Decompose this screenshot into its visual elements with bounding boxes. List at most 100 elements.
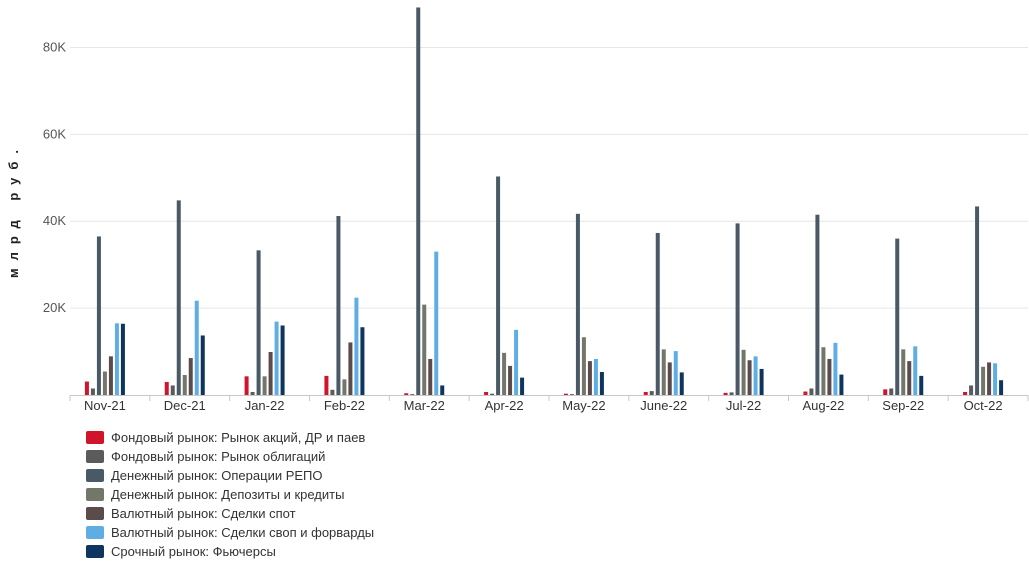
bar bbox=[889, 388, 894, 395]
legend-label: Денежный рынок: Операции РЕПО bbox=[111, 468, 323, 483]
legend-swatch bbox=[86, 469, 104, 482]
legend: Фондовый рынок: Рынок акций, ДР и паев Фо… bbox=[86, 428, 374, 561]
bar bbox=[999, 380, 1004, 395]
bar bbox=[821, 347, 826, 395]
legend-item[interactable]: Денежный рынок: Операции РЕПО bbox=[86, 466, 374, 485]
bar bbox=[108, 356, 113, 395]
legend-label: Фондовый рынок: Рынок акций, ДР и паев bbox=[111, 430, 366, 445]
bar bbox=[815, 214, 820, 395]
bar bbox=[599, 371, 604, 395]
legend-label: Денежный рынок: Депозиты и кредиты bbox=[111, 487, 345, 502]
y-axis-label: млрд руб. bbox=[6, 142, 21, 278]
x-tick-label: Jan-22 bbox=[245, 398, 285, 413]
bar bbox=[661, 349, 666, 395]
bar bbox=[280, 325, 285, 395]
bar bbox=[428, 358, 433, 395]
bar bbox=[200, 335, 205, 395]
y-tick-label: 20K bbox=[43, 300, 66, 315]
bar bbox=[102, 371, 107, 395]
bar bbox=[244, 376, 249, 395]
bar bbox=[330, 389, 335, 395]
bar bbox=[274, 321, 279, 395]
x-tick-label: Sep-22 bbox=[882, 398, 924, 413]
legend-item[interactable]: Фондовый рынок: Рынок облигаций bbox=[86, 447, 374, 466]
legend-item[interactable]: Валютный рынок: Сделки своп и форварды bbox=[86, 523, 374, 542]
legend-label: Срочный рынок: Фьючерсы bbox=[111, 544, 276, 559]
legend-label: Фондовый рынок: Рынок облигаций bbox=[111, 449, 326, 464]
bar bbox=[250, 391, 255, 395]
bar bbox=[895, 238, 900, 395]
y-tick-label: 80K bbox=[43, 39, 66, 54]
bar bbox=[655, 232, 660, 395]
bar bbox=[256, 250, 261, 395]
bar bbox=[410, 394, 415, 395]
bar bbox=[170, 385, 175, 395]
bar bbox=[182, 375, 187, 395]
bar bbox=[176, 200, 181, 395]
bar bbox=[901, 349, 906, 395]
bar bbox=[593, 358, 598, 395]
x-tick-label: Dec-21 bbox=[164, 398, 206, 413]
bar bbox=[753, 356, 758, 395]
legend-swatch bbox=[86, 488, 104, 501]
bar bbox=[96, 236, 101, 395]
x-tick-label: Aug-22 bbox=[802, 398, 844, 413]
bar bbox=[963, 391, 968, 395]
legend-swatch bbox=[86, 545, 104, 558]
bar bbox=[416, 7, 421, 395]
y-tick-label: 60K bbox=[43, 126, 66, 141]
bar bbox=[667, 362, 672, 395]
bar bbox=[336, 216, 341, 395]
bars bbox=[84, 7, 1004, 395]
legend-item[interactable]: Фондовый рынок: Рынок акций, ДР и паев bbox=[86, 428, 374, 447]
bar bbox=[188, 358, 193, 395]
bar bbox=[741, 349, 746, 395]
bar bbox=[883, 389, 888, 395]
bar bbox=[679, 372, 684, 395]
bar bbox=[643, 391, 648, 395]
y-axis-ticks: 20K 40K 60K 80K bbox=[43, 39, 66, 315]
bar bbox=[993, 363, 998, 395]
x-tick-label: June-22 bbox=[640, 398, 687, 413]
bar bbox=[803, 391, 808, 395]
bar bbox=[262, 376, 267, 395]
bar bbox=[975, 206, 980, 395]
bar bbox=[987, 362, 992, 395]
bar bbox=[735, 223, 740, 395]
bar bbox=[747, 360, 752, 395]
bar bbox=[723, 392, 728, 395]
bar bbox=[84, 381, 89, 395]
bar bbox=[324, 375, 329, 395]
bar bbox=[520, 377, 525, 395]
bar bbox=[581, 337, 586, 395]
legend-swatch bbox=[86, 507, 104, 520]
bar bbox=[833, 342, 838, 395]
bar bbox=[490, 393, 495, 395]
legend-swatch bbox=[86, 431, 104, 444]
bar bbox=[90, 388, 95, 395]
bar bbox=[164, 381, 169, 395]
x-tick-label: Apr-22 bbox=[485, 398, 524, 413]
y-tick-label: 40K bbox=[43, 213, 66, 228]
x-tick-label: Oct-22 bbox=[964, 398, 1003, 413]
bar bbox=[913, 346, 918, 395]
chart-canvas: 20K 40K 60K 80K млрд руб. Nov-21 Dec-21 Jan-2… bbox=[6, 7, 1029, 413]
x-tick-label: Mar-22 bbox=[404, 398, 445, 413]
legend-item[interactable]: Срочный рынок: Фьючерсы bbox=[86, 542, 374, 561]
bar bbox=[354, 297, 359, 395]
legend-item[interactable]: Валютный рынок: Сделки спот bbox=[86, 504, 374, 523]
bar bbox=[268, 351, 273, 395]
bar bbox=[575, 213, 580, 395]
bar bbox=[194, 300, 199, 395]
x-tick-label: May-22 bbox=[562, 398, 605, 413]
bar bbox=[440, 385, 445, 395]
bar bbox=[342, 379, 347, 395]
bar bbox=[649, 391, 654, 395]
bar bbox=[839, 374, 844, 395]
legend-label: Валютный рынок: Сделки спот bbox=[111, 506, 296, 521]
bar bbox=[981, 366, 986, 395]
legend-label: Валютный рынок: Сделки своп и форварды bbox=[111, 525, 375, 540]
legend-item[interactable]: Денежный рынок: Депозиты и кредиты bbox=[86, 485, 374, 504]
bar bbox=[809, 388, 814, 395]
legend-swatch bbox=[86, 450, 104, 463]
